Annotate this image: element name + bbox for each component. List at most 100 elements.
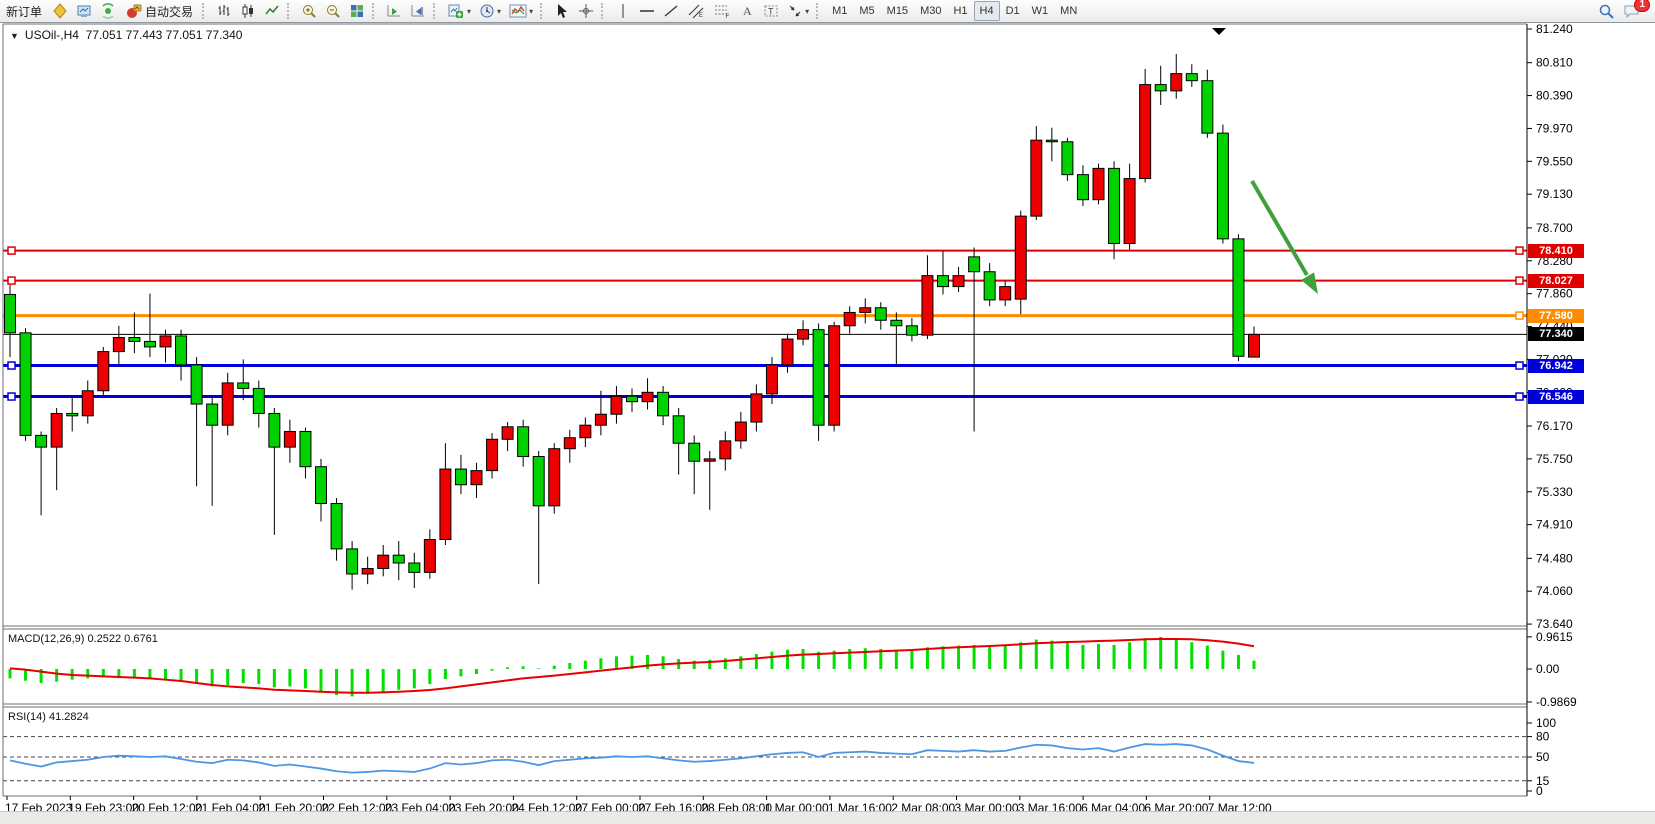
time-tick: 21 Feb 20:00: [258, 801, 329, 813]
price-tick: 74.060: [1536, 584, 1573, 598]
price-tick: 79.970: [1536, 121, 1573, 135]
line-chart-icon[interactable]: [260, 1, 284, 21]
main-toolbar: 新订单 自动交易: [0, 0, 1655, 23]
price-tick: 76.170: [1536, 419, 1573, 433]
time-tick: 23 Feb 04:00: [385, 801, 456, 813]
chart-ohlc-values: 77.051 77.443 77.051 77.340: [85, 28, 243, 42]
zoom-in-icon[interactable]: [297, 1, 321, 21]
chevron-down-icon: ▾: [529, 6, 534, 16]
trend-arrow-annotation: [1250, 179, 1318, 294]
toolbar-separator: [540, 3, 547, 19]
price-tick: 77.860: [1536, 287, 1573, 301]
time-tick: 3 Mar 16:00: [1018, 801, 1082, 813]
horizontal-line-icon[interactable]: [635, 1, 659, 21]
symbols-icon[interactable]: [48, 1, 72, 21]
auto-scroll-icon[interactable]: [382, 1, 406, 21]
rsi-tick: 100: [1536, 716, 1556, 730]
time-tick: 20 Feb 12:00: [132, 801, 203, 813]
chevron-down-icon: ▾: [467, 6, 472, 16]
price-tick: 78.700: [1536, 221, 1573, 235]
price-badge-78.027: 78.027: [1528, 273, 1584, 288]
candlestick-chart-icon[interactable]: [236, 1, 260, 21]
chart-shift-marker: [1212, 28, 1226, 35]
hline-anchor: [1515, 392, 1524, 401]
time-tick: 6 Mar 04:00: [1081, 801, 1145, 813]
hline-anchor: [1515, 361, 1524, 370]
price-tick: 75.330: [1536, 485, 1573, 499]
price-badge-77.340: 77.340: [1528, 327, 1584, 342]
svg-text:E: E: [699, 13, 703, 19]
time-tick: 19 Feb 23:00: [68, 801, 139, 813]
hline-anchor: [1515, 311, 1524, 320]
timeframe-M1[interactable]: M1: [832, 5, 848, 17]
price-tick: 80.810: [1536, 56, 1573, 70]
time-tick: 22 Feb 12:00: [322, 801, 393, 813]
chart-window: ▼ USOil-,H4 77.051 77.443 77.051 77.340 M…: [0, 22, 1655, 813]
text-icon[interactable]: A: [735, 1, 759, 21]
timeframe-M30[interactable]: M30: [920, 5, 942, 17]
timeframe-D1[interactable]: D1: [1005, 5, 1020, 17]
chat-unread-badge: 1: [1634, 0, 1650, 12]
time-tick: 21 Feb 04:00: [195, 801, 266, 813]
timeframe-M5[interactable]: M5: [859, 5, 875, 17]
indicators-icon[interactable]: ▾: [505, 1, 537, 21]
timeframe-H4[interactable]: H4: [973, 1, 1000, 21]
cursor-icon[interactable]: [550, 1, 574, 21]
collapse-triangle-icon[interactable]: ▼: [10, 31, 19, 41]
vertical-line-icon[interactable]: [611, 1, 635, 21]
price-tick: 79.130: [1536, 187, 1573, 201]
hline-anchor: [7, 246, 16, 255]
crosshair-icon[interactable]: [574, 1, 598, 21]
timeframe-bar: M1 M5 M15 M30 H1 H4 D1 W1 MN: [826, 1, 1083, 21]
autotrade-button[interactable]: 自动交易: [120, 1, 199, 21]
toolbar-separator: [287, 3, 294, 19]
time-tick: 3 Mar 00:00: [955, 801, 1019, 813]
chevron-down-icon: ▾: [497, 6, 502, 16]
price-tick: 80.390: [1536, 89, 1573, 103]
timeframe-MN[interactable]: MN: [1060, 5, 1078, 17]
bar-chart-icon[interactable]: [212, 1, 236, 21]
channel-icon[interactable]: E: [683, 1, 709, 21]
price-tick: 74.480: [1536, 551, 1573, 565]
market-watch-icon[interactable]: [72, 1, 96, 21]
toolbar-separator: [433, 3, 440, 19]
zoom-out-icon[interactable]: [321, 1, 345, 21]
price-tick: 74.910: [1536, 518, 1573, 532]
fibonacci-icon[interactable]: F: [709, 1, 735, 21]
tile-windows-icon[interactable]: [345, 1, 369, 21]
macd-tick: 0.9615: [1536, 630, 1573, 644]
rsi-tick: 15: [1536, 774, 1550, 788]
time-tick: 1 Mar 00:00: [765, 801, 829, 813]
hline-anchor: [7, 392, 16, 401]
new-order-button[interactable]: 新订单: [0, 1, 48, 21]
timeframe-H1[interactable]: H1: [953, 5, 968, 17]
timeframe-M15[interactable]: M15: [886, 5, 909, 17]
time-tick: 24 Feb 12:00: [511, 801, 582, 813]
time-tick: 6 Mar 20:00: [1144, 801, 1208, 813]
new-chart-icon[interactable]: ▾: [443, 1, 475, 21]
rsi-tick: 0: [1536, 784, 1543, 798]
time-tick: 7 Mar 12:00: [1208, 801, 1272, 813]
macd-tick: -0.9869: [1536, 695, 1577, 709]
rsi-label: RSI(14) 41.2824: [8, 711, 89, 723]
chart-shift-icon[interactable]: [406, 1, 430, 21]
hline-anchor: [7, 361, 16, 370]
profiles-icon[interactable]: ▾: [475, 1, 505, 21]
toolbar-separator: [202, 3, 209, 19]
rsi-tick: 80: [1536, 730, 1550, 744]
trendline-icon[interactable]: [659, 1, 683, 21]
chat-icon[interactable]: 1: [1619, 0, 1650, 21]
hline-anchor: [7, 276, 16, 285]
arrows-icon[interactable]: ▾: [783, 1, 813, 21]
toolbar-separator: [372, 3, 379, 19]
time-tick: 23 Feb 20:00: [448, 801, 519, 813]
chart-title: ▼ USOil-,H4 77.051 77.443 77.051 77.340: [10, 28, 242, 42]
hline-anchor: [1515, 246, 1524, 255]
timeframe-W1[interactable]: W1: [1031, 5, 1049, 17]
search-icon[interactable]: [1594, 1, 1619, 21]
label-icon[interactable]: T: [759, 1, 783, 21]
signal-icon[interactable]: [96, 1, 120, 21]
status-bar: [0, 811, 1655, 824]
new-order-label: 新订单: [6, 4, 43, 19]
